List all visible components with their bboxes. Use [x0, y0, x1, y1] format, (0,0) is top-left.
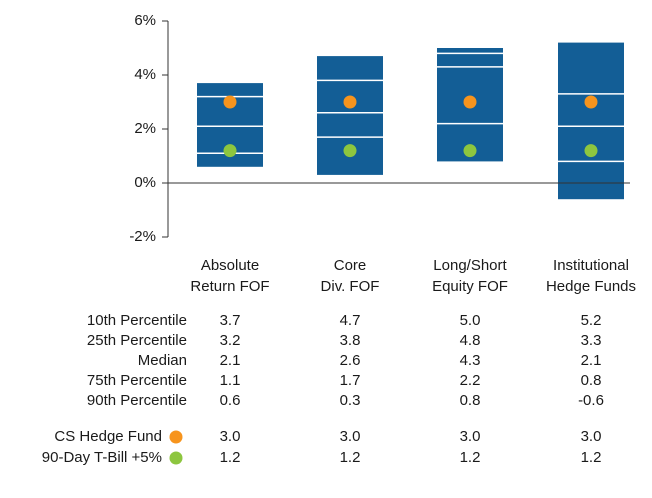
table-value: 1.1: [220, 372, 241, 389]
table-value: 1.2: [340, 449, 361, 466]
legend-label: 90-Day T-Bill +5%: [42, 449, 162, 466]
table-value: 0.3: [340, 392, 361, 409]
y-tick-label: 6%: [134, 12, 156, 29]
table-value: 4.8: [460, 332, 481, 349]
table-value: 1.2: [581, 449, 602, 466]
marker-dot: [463, 95, 477, 109]
y-tick-label: 4%: [134, 66, 156, 83]
marker-dot: [343, 95, 357, 109]
table-value: 3.0: [460, 428, 481, 445]
table-value: 3.2: [220, 332, 241, 349]
marker-dot: [463, 144, 477, 158]
table-value: 2.1: [581, 352, 602, 369]
category-label: Institutional: [553, 257, 629, 274]
category-label: Div. FOF: [321, 278, 380, 295]
table-value: 1.2: [220, 449, 241, 466]
table-value: 5.0: [460, 312, 481, 329]
table-value: 3.7: [220, 312, 241, 329]
table-value: 4.7: [340, 312, 361, 329]
row-label: 75th Percentile: [87, 372, 187, 389]
marker-dot: [343, 144, 357, 158]
row-label: Median: [138, 352, 187, 369]
table-value: 3.3: [581, 332, 602, 349]
table-value: 0.8: [460, 392, 481, 409]
table-value: 2.1: [220, 352, 241, 369]
row-label: 10th Percentile: [87, 312, 187, 329]
table-value: -0.6: [578, 392, 604, 409]
table-value: 3.0: [581, 428, 602, 445]
legend-label: CS Hedge Fund: [54, 428, 162, 445]
box: [558, 42, 624, 200]
table-value: 3.8: [340, 332, 361, 349]
category-label: Absolute: [201, 257, 259, 274]
row-label: 90th Percentile: [87, 392, 187, 409]
table-value: 4.3: [460, 352, 481, 369]
marker-dot: [584, 144, 598, 158]
table-value: 5.2: [581, 312, 602, 329]
y-tick-label: 0%: [134, 174, 156, 191]
category-label: Core: [334, 257, 367, 274]
table-value: 3.0: [220, 428, 241, 445]
legend-dot: [169, 451, 183, 465]
marker-dot: [223, 95, 237, 109]
legend-dot: [169, 430, 183, 444]
y-tick-label: 2%: [134, 120, 156, 137]
category-label: Long/Short: [433, 257, 507, 274]
marker-dot: [584, 95, 598, 109]
row-label: 25th Percentile: [87, 332, 187, 349]
table-value: 0.6: [220, 392, 241, 409]
marker-dot: [223, 144, 237, 158]
table-value: 0.8: [581, 372, 602, 389]
category-label: Hedge Funds: [546, 278, 636, 295]
table-value: 2.2: [460, 372, 481, 389]
y-tick-label: -2%: [129, 228, 156, 245]
table-value: 1.2: [460, 449, 481, 466]
table-value: 3.0: [340, 428, 361, 445]
category-label: Equity FOF: [432, 278, 508, 295]
table-value: 2.6: [340, 352, 361, 369]
category-label: Return FOF: [190, 278, 269, 295]
table-value: 1.7: [340, 372, 361, 389]
